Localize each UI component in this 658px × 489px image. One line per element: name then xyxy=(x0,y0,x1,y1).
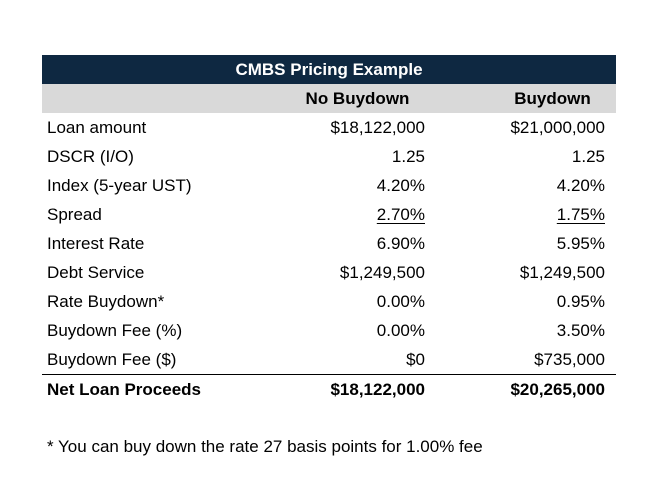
cell-value: 6.90% xyxy=(376,234,425,253)
table-row: Rate Buydown* 0.00% 0.95% xyxy=(42,287,616,316)
cell-value: $21,000,000 xyxy=(510,118,605,137)
table-row: Buydown Fee ($) $0 $735,000 xyxy=(42,345,616,374)
table-row: Buydown Fee (%) 0.00% 3.50% xyxy=(42,316,616,345)
cell-value: $18,122,000 xyxy=(330,118,425,137)
row-label: Net Loan Proceeds xyxy=(47,380,201,399)
cell-value: 0.95% xyxy=(556,292,605,311)
row-label: Loan amount xyxy=(47,118,147,137)
row-label: Rate Buydown* xyxy=(47,292,165,311)
row-label: DSCR (I/O) xyxy=(47,147,134,166)
cell-value: $1,249,500 xyxy=(519,263,605,282)
cell-value: 0.00% xyxy=(376,292,425,311)
header-row xyxy=(42,84,616,113)
cell-value: 4.20% xyxy=(556,176,605,195)
cell-value: 1.25 xyxy=(571,147,605,166)
row-label: Spread xyxy=(47,205,102,224)
table-row: DSCR (I/O) 1.25 1.25 xyxy=(42,142,616,171)
row-label: Index (5-year UST) xyxy=(47,176,192,195)
cell-value: $0 xyxy=(406,350,425,369)
row-label: Debt Service xyxy=(47,263,145,282)
cell-value: $20,265,000 xyxy=(510,380,605,399)
row-label: Buydown Fee (%) xyxy=(47,321,183,340)
cell-value: 2.70% xyxy=(376,205,425,224)
row-label: Interest Rate xyxy=(47,234,145,253)
footnote: * You can buy down the rate 27 basis poi… xyxy=(47,437,483,456)
cell-value: $18,122,000 xyxy=(330,380,425,399)
column-header: Buydown xyxy=(514,89,591,108)
table-row: Loan amount $18,122,000 $21,000,000 xyxy=(42,113,616,142)
table-row: Index (5-year UST) 4.20% 4.20% xyxy=(42,171,616,200)
table-row: Net Loan Proceeds $18,122,000 $20,265,000 xyxy=(42,374,616,404)
cell-value: $1,249,500 xyxy=(339,263,425,282)
cell-value: 4.20% xyxy=(376,176,425,195)
cell-value: 3.50% xyxy=(556,321,605,340)
cell-value: $735,000 xyxy=(534,350,605,369)
cell-value: 1.25 xyxy=(391,147,425,166)
table-title: CMBS Pricing Example xyxy=(42,55,616,84)
table-row: Spread 2.70% 1.75% xyxy=(42,200,616,229)
column-header: No Buydown xyxy=(305,89,410,108)
cell-value: 5.95% xyxy=(556,234,605,253)
table-row: Debt Service $1,249,500 $1,249,500 xyxy=(42,258,616,287)
cell-value: 0.00% xyxy=(376,321,425,340)
table-row: Interest Rate 6.90% 5.95% xyxy=(42,229,616,258)
cell-value: 1.75% xyxy=(556,205,605,224)
row-label: Buydown Fee ($) xyxy=(47,350,177,369)
